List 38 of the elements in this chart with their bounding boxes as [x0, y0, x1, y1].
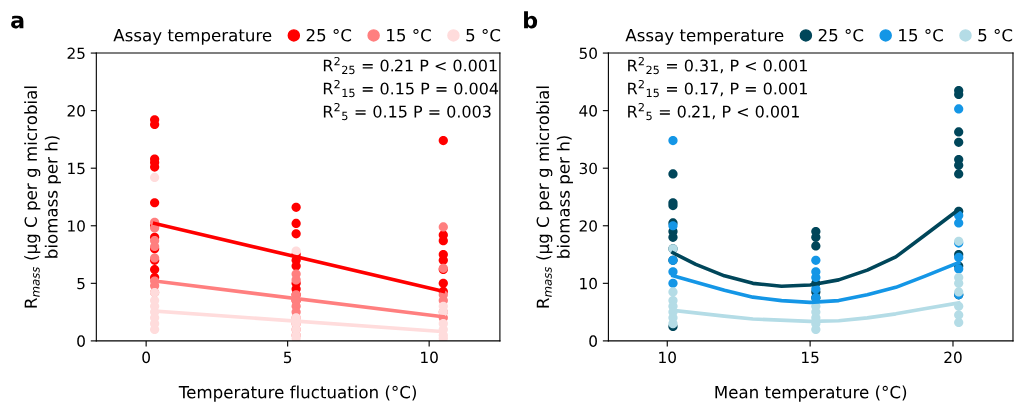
y-tick-label: 30: [579, 162, 597, 175]
legend-label: 15 °C: [387, 28, 431, 42]
x-axis-title: Temperature fluctuation (°C): [178, 385, 416, 402]
annotation: R$^{2}$$_{25}$ = 0.31, P < 0.001: [628, 56, 807, 75]
legend-title: Assay temperature: [113, 29, 272, 45]
y-tick-label: 20: [67, 105, 85, 117]
annotation: R$^{2}$$_{15}$ = 0.15 P = 0.004: [323, 79, 499, 98]
legend-label: 25 °C: [306, 28, 352, 42]
chart-title: b: [524, 11, 538, 29]
y-tick-label: 50: [579, 47, 597, 60]
legend-label: 5 °C: [978, 28, 1013, 42]
legend-label: 15 °C: [899, 28, 943, 42]
chart-title: a: [11, 15, 24, 29]
x-tick-label: 10: [421, 351, 438, 364]
x-tick-label: 15: [802, 351, 819, 364]
legend-label: 5 °C: [466, 28, 501, 42]
legend-label: 25 °C: [818, 28, 864, 42]
y-tick-label: 0: [589, 335, 597, 347]
y-tick-label: 10: [580, 277, 597, 290]
y-tick-label: 20: [579, 220, 597, 232]
y-tick-label: 40: [579, 105, 597, 117]
legend-title: Assay temperature: [625, 29, 784, 45]
annotation: R$^{2}$$_{25}$ = 0.21 P < 0.001: [323, 56, 497, 75]
y-tick-label: 5: [77, 278, 85, 290]
annotation: R$^{2}$$_{15}$ = 0.17, P = 0.001: [628, 79, 807, 98]
x-axis-title: Mean temperature (°C): [715, 385, 907, 402]
y-axis-title: R$_{mass}$ (µg C per g microbial biomass per h): [536, 86, 573, 308]
y-tick-label: 25: [67, 47, 85, 60]
annotation: R$^{2}$$_{5}$ = 0.21, P < 0.001: [628, 102, 799, 121]
x-tick-label: 0: [142, 351, 150, 364]
annotation: R$^{2}$$_{5}$ = 0.15 P = 0.003: [323, 102, 491, 121]
x-tick-label: 20: [944, 351, 962, 364]
x-tick-label: 10: [659, 351, 676, 364]
y-tick-label: 10: [68, 220, 85, 232]
y-axis-title: R$_{mass}$ (µg C per g microbial biomass per h): [24, 86, 61, 308]
y-tick-label: 15: [68, 162, 85, 175]
x-tick-label: 5: [283, 351, 292, 364]
y-tick-label: 0: [77, 335, 85, 347]
